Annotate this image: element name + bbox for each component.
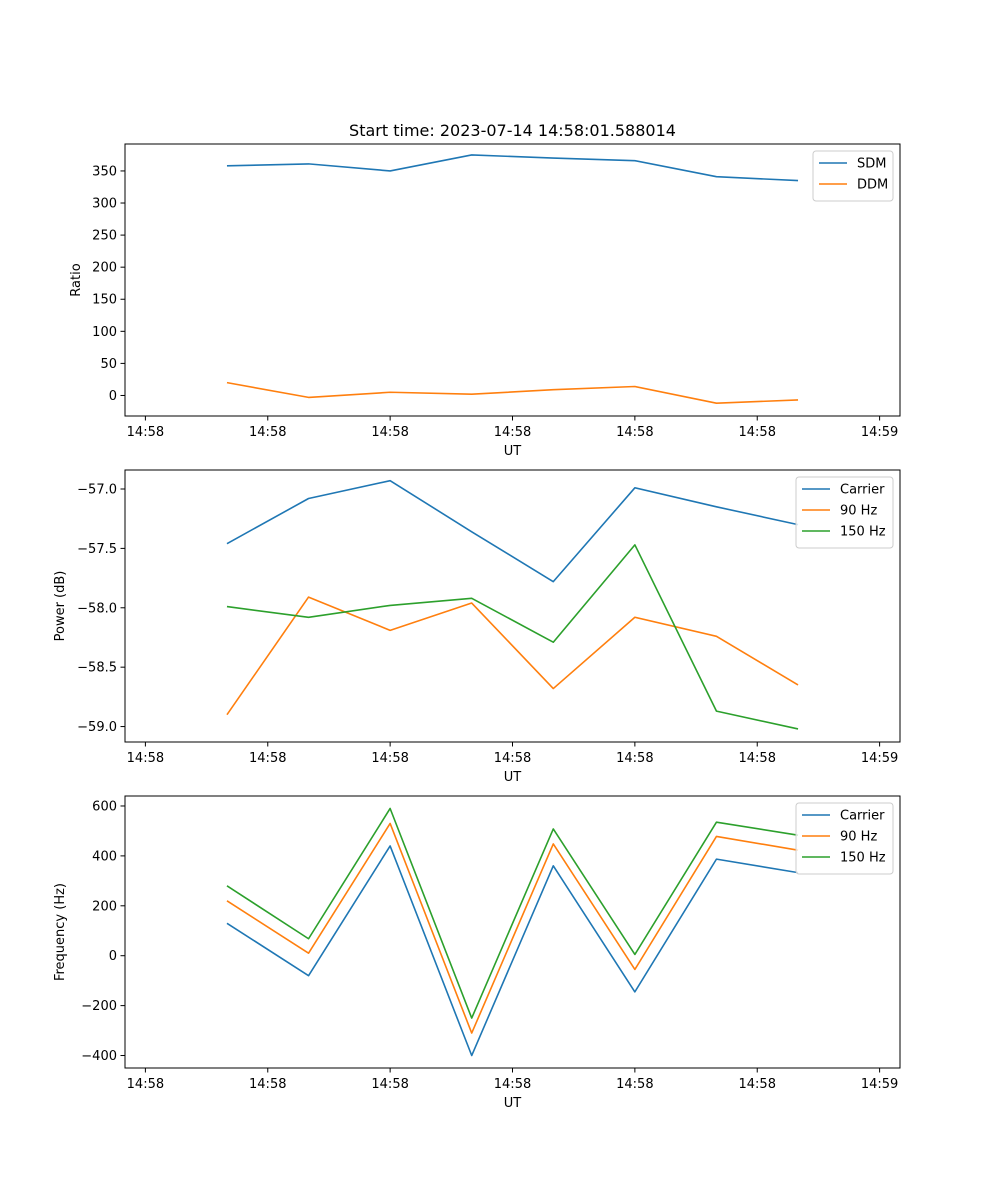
legend-label: 90 Hz [840,830,877,845]
x-tick-label: 14:58 [249,425,286,440]
chart-panel-2: 14:58 14:58 14:58 14:58 14:58 14:58 14:59 −59.0… [53,469,901,785]
x-tick-label: 14:58 [739,425,776,440]
legend-label: 150 Hz [840,851,886,866]
chart-panel-3: 14:58 14:58 14:58 14:58 14:58 14:58 14:59 −400 −… [53,795,901,1111]
x-tick-label: 14:59 [861,425,898,440]
x-tick-label: 14:58 [371,425,408,440]
y-tick-label: 0 [109,949,117,964]
legend-label: Carrier [840,483,885,498]
x-tick-label: 14:58 [616,1077,653,1092]
y-tick-label: 200 [92,261,117,276]
x-tick-label: 14:59 [861,751,898,766]
chart-panel-1: 14:58 14:58 14:58 14:58 14:58 14:58 14:59 0 50 10… [69,121,901,459]
y-tick-label: −57.5 [77,542,117,557]
y-tick-label: 200 [92,899,117,914]
x-tick-label: 14:58 [494,1077,531,1092]
y-tick-label: 400 [92,849,117,864]
x-tick-label: 14:58 [616,425,653,440]
legend: SDM DDM [812,150,894,202]
y-tick-label: −58.5 [77,661,117,676]
y-tick-label: −59.0 [77,720,117,735]
y-axis-label: Ratio [69,263,84,296]
y-axis-label: Power (dB) [53,571,68,642]
axes-frame [124,795,901,1069]
x-tick-label: 14:58 [371,751,408,766]
x-tick-label: 14:58 [371,1077,408,1092]
series-line-150-hz [226,807,799,1019]
series-line-ddm [226,381,799,404]
y-tick-label: 150 [92,293,117,308]
series-line-90-hz [226,596,799,716]
legend: Carrier 90 Hz 150 Hz [795,802,894,875]
x-axis-label: UT [504,770,522,785]
y-tick-label: −400 [81,1049,117,1064]
x-tick-label: 14:58 [739,751,776,766]
legend-label: SDM [857,157,886,172]
series-line-150-hz [226,544,799,730]
axes-frame [124,143,901,417]
x-tick-label: 14:58 [127,751,164,766]
legend-label: DDM [857,178,888,193]
y-tick-label: 600 [92,799,117,814]
y-tick-label: −57.0 [77,483,117,498]
x-tick-label: 14:58 [494,425,531,440]
y-tick-label: −200 [81,999,117,1014]
x-tick-label: 14:58 [739,1077,776,1092]
legend-label: 90 Hz [840,504,877,519]
series-line-sdm [226,154,799,182]
y-axis-label: Frequency (Hz) [53,883,68,981]
x-tick-label: 14:58 [494,751,531,766]
legend-label: 150 Hz [840,525,886,540]
series-line-carrier [226,479,799,583]
chart-title: Start time: 2023-07-14 14:58:01.588014 [349,121,676,140]
y-tick-label: −58.0 [77,601,117,616]
x-axis-label: UT [504,444,522,459]
y-tick-label: 50 [100,357,117,372]
axes-frame [124,469,901,743]
x-tick-label: 14:58 [616,751,653,766]
y-tick-label: 350 [92,164,117,179]
y-tick-label: 300 [92,197,117,212]
x-tick-label: 14:58 [127,1077,164,1092]
x-tick-label: 14:59 [861,1077,898,1092]
legend: Carrier 90 Hz 150 Hz [795,476,894,549]
x-tick-label: 14:58 [249,1077,286,1092]
y-tick-label: 0 [109,389,117,404]
x-axis-label: UT [504,1096,522,1111]
legend-label: Carrier [840,809,885,824]
series-line-carrier [226,845,799,1057]
y-tick-label: 250 [92,229,117,244]
x-tick-label: 14:58 [249,751,286,766]
series-line-90-hz [226,822,799,1034]
y-tick-label: 100 [92,325,117,340]
x-tick-label: 14:58 [127,425,164,440]
